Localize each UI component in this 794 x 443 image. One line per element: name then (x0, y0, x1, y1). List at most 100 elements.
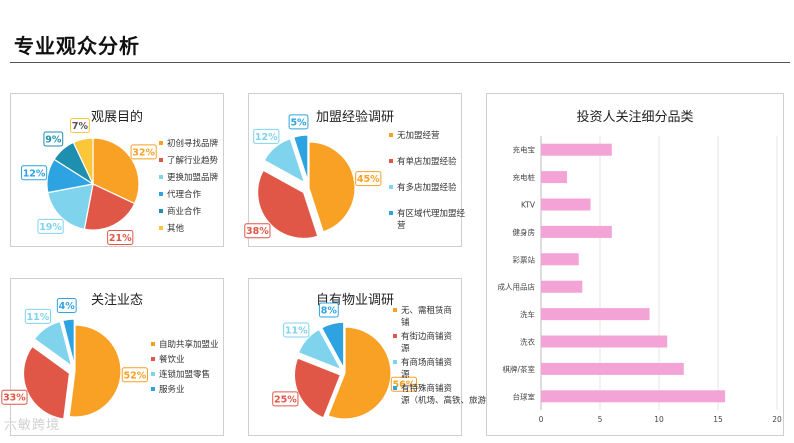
legend-swatch (159, 158, 163, 162)
bar (541, 362, 684, 375)
pie-slice (72, 137, 94, 185)
legend-entry: 无、需租赁商铺 (393, 305, 452, 328)
bar (541, 171, 567, 184)
pie-slice (292, 134, 309, 182)
pie-data-label-text: 38% (246, 226, 269, 237)
pie-slice (62, 318, 75, 366)
bar (541, 335, 668, 348)
pie-data-label-text: 11% (285, 326, 308, 337)
legend-label: 无、需租赁商铺 (401, 305, 452, 328)
pie-data-label: 12% (253, 128, 280, 144)
pie-data-label-text: 11% (27, 312, 50, 323)
legend-label: 服务业 (159, 384, 185, 395)
chart-title: 投资人关注细分品类 (576, 110, 694, 125)
legend-label: 有特殊商铺资源（机场、高铁、旅游景点） (401, 383, 512, 406)
pie-data-label-text: 19% (39, 222, 62, 233)
y-tick-label: 充电桩 (513, 172, 536, 182)
legend-label: 自助共享加盟业 (159, 339, 219, 350)
x-tick-label: 5 (598, 415, 603, 424)
legend-entry: 服务业 (151, 384, 185, 395)
y-tick-label: 台球室 (513, 391, 536, 401)
pie-data-label: 11% (24, 308, 52, 324)
y-tick-label: 棋牌/茶室 (502, 364, 535, 374)
pie-data-label-text: 52% (124, 370, 147, 381)
pie-data-label: 5% (288, 114, 309, 130)
pie-slice (92, 137, 140, 205)
pie-data-label-text: 8% (321, 306, 338, 317)
pie-slice (297, 328, 343, 371)
legend-label: 有单店加盟经验 (397, 156, 457, 167)
legend-entry: 连锁加盟零售 (151, 369, 210, 380)
pie-data-label-text: 21% (109, 233, 132, 244)
y-tick-label: 洗衣 (520, 337, 535, 347)
pie-data-label: 21% (107, 229, 134, 245)
pie-slice (33, 320, 73, 368)
pie-data-label: 25% (272, 391, 299, 407)
chart-title: 加盟经验调研 (315, 110, 394, 125)
pie-data-label: 56% (390, 376, 418, 392)
legend-swatch (159, 209, 163, 213)
pie-data-label: 11% (283, 322, 310, 338)
bar-panel-investor-categories: 投资人关注细分品类 0 5 10 15 20 充电宝 充电桩 KTV 健身房 彩票站 成人用品店 洗车… (486, 93, 784, 436)
title-divider (10, 62, 790, 63)
pie-data-label: 33% (1, 389, 28, 405)
pie-data-label-text: 9% (45, 134, 62, 145)
legend-label: 初创寻找品牌 (167, 138, 219, 149)
y-tick-label: 彩票站 (513, 254, 536, 264)
legend-entry: 更换加盟品牌 (159, 172, 219, 183)
bar (541, 280, 583, 293)
pie-panel-own-property: 自有物业调研 56% 25% 11% 8% 无、需租赁商铺 有街边商铺资源 有商场商铺资源有… (248, 278, 512, 436)
legend-swatch (159, 192, 163, 196)
pie-slice (308, 141, 356, 233)
x-tick-label: 0 (539, 415, 544, 424)
pie-data-label-text: 33% (3, 393, 26, 404)
legend-entry: 有特殊商铺资源（机场、高铁、旅游景点） (393, 383, 512, 406)
legend-label: 商业合作 (167, 206, 202, 217)
legend-swatch (159, 141, 163, 145)
x-tick-label: 10 (654, 415, 664, 424)
pie-data-label: 52% (121, 367, 148, 383)
legend-label: 有区域代理加盟经营 (397, 208, 466, 231)
bar (541, 308, 650, 321)
y-tick-label: 健身房 (513, 227, 536, 237)
legend-label: 餐饮业 (159, 354, 185, 365)
pie-data-label-text: 25% (274, 394, 297, 405)
bar (541, 225, 612, 238)
chart-title: 观展目的 (90, 110, 143, 125)
pie-data-label: 12% (20, 165, 48, 181)
legend-swatch (393, 386, 397, 390)
legend-label: 无加盟经营 (397, 130, 440, 141)
bar (541, 390, 726, 403)
legend-label: 其他 (167, 223, 185, 234)
legend-entry: 了解行业趋势 (159, 155, 219, 166)
pie-chart-own-property: 56% 25% 11% 8% 无、需租赁商铺有街边商铺资源有商场商铺资源有特殊商铺资源（… (272, 302, 512, 420)
pie-data-label: 8% (318, 302, 339, 318)
legend-swatch (389, 159, 393, 163)
legend-label: 了解行业趋势 (167, 155, 219, 166)
legend-entry: 自助共享加盟业 (151, 339, 219, 350)
x-tick-label: 20 (772, 415, 782, 424)
pie-slice (320, 321, 345, 369)
legend-label: 有多店加盟经验 (397, 182, 457, 193)
legend-swatch (151, 372, 155, 376)
pie-panel-focus-formats: 关注业态 52% 33% 11% 4% 自助共享加盟业 餐饮业连锁加盟零售服务业 (1, 278, 224, 436)
pie-slice (327, 326, 392, 420)
pie-data-label: 45% (355, 171, 382, 187)
page-title: 专业观众分析 (14, 34, 140, 58)
chart-title: 关注业态 (90, 293, 143, 308)
legend-swatch (393, 360, 397, 364)
legend-entry: 商业合作 (159, 206, 202, 217)
legend-swatch (151, 342, 155, 346)
pie-data-label-text: 4% (59, 301, 76, 312)
pie-data-label: 9% (43, 131, 64, 147)
bar (541, 198, 591, 211)
legend-swatch (159, 226, 163, 230)
legend-entry: 代理合作 (159, 189, 202, 200)
legend-entry: 初创寻找品牌 (159, 138, 219, 149)
y-tick-label: 成人用品店 (498, 282, 536, 292)
pie-data-label-text: 56% (393, 380, 416, 391)
y-tick-label: KTV (521, 201, 536, 210)
pie-panel-franchise-experience: 加盟经验调研 45% 38% 12% 5% 无加盟经营有单店加盟经验 有多店加盟经验有区域… (244, 93, 466, 247)
